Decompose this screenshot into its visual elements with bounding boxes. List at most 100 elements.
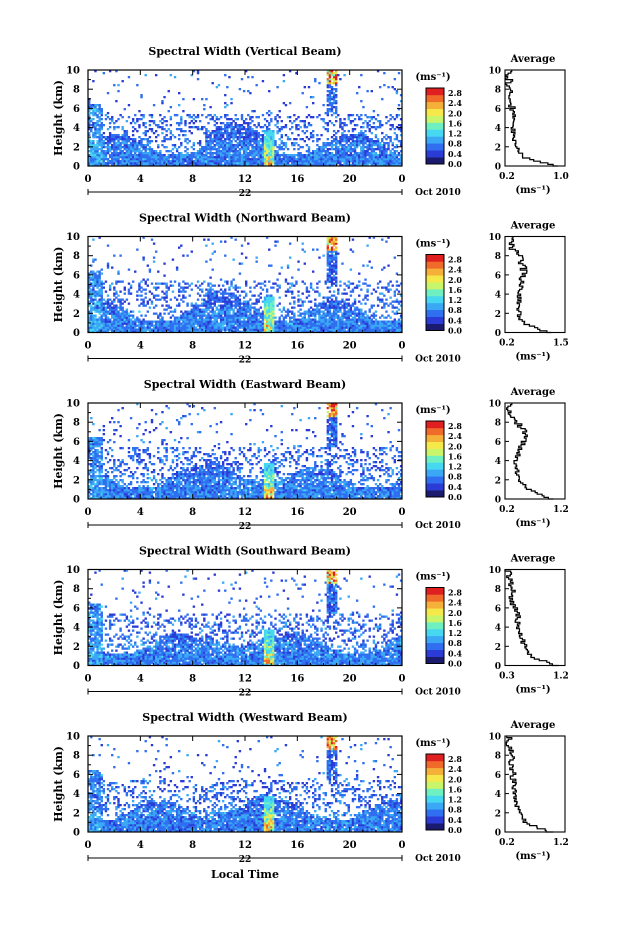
heatmap-cell: [268, 136, 271, 139]
avg-x-tick-label: 1.0: [553, 172, 569, 182]
heatmap-cell: [335, 156, 338, 159]
heatmap-cell: [337, 308, 340, 311]
heatmap-cell: [247, 322, 250, 325]
heatmap-cell: [293, 330, 296, 333]
heatmap-cell: [96, 120, 99, 123]
heatmap-cell: [385, 158, 388, 161]
heatmap-cell: [198, 304, 202, 307]
heatmap-cell: [360, 324, 363, 327]
heatmap-cell: [106, 138, 110, 141]
heatmap-cell: [295, 72, 298, 75]
heatmap-cell: [358, 152, 361, 155]
heatmap-cell: [353, 128, 357, 131]
heatmap-cell: [307, 316, 311, 319]
heatmap-cell: [355, 308, 359, 311]
heatmap-cell: [270, 318, 273, 321]
heatmap-cell: [192, 98, 196, 101]
heatmap-cell: [136, 144, 139, 147]
heatmap-cell: [113, 318, 116, 321]
heatmap-cell: [255, 324, 258, 327]
heatmap-cell: [268, 318, 271, 321]
heatmap-cell: [295, 162, 298, 165]
heatmap-cell: [140, 160, 143, 163]
heatmap-cell: [127, 288, 131, 291]
heatmap-cell: [148, 270, 152, 273]
heatmap-cell: [303, 310, 306, 313]
heatmap-cell: [123, 316, 126, 319]
heatmap-cell: [247, 152, 250, 155]
heatmap-cell: [242, 148, 246, 151]
heatmap-cell: [140, 164, 143, 167]
heatmap-cell: [90, 314, 93, 317]
heatmap-cell: [326, 84, 330, 87]
heatmap-cell: [157, 326, 160, 329]
heatmap-cell: [205, 302, 208, 305]
heatmap-cell: [305, 150, 309, 153]
heatmap-cell: [236, 312, 240, 315]
heatmap-cell: [192, 330, 196, 333]
heatmap-cell: [245, 306, 248, 309]
heatmap-cell: [358, 310, 361, 313]
heatmap-cell: [299, 120, 302, 123]
heatmap-cell: [108, 122, 112, 125]
heatmap-cell: [376, 156, 380, 159]
heatmap-cell: [234, 322, 237, 325]
heatmap-cell: [205, 164, 208, 167]
heatmap-cell: [100, 294, 103, 297]
heatmap-cell: [169, 154, 173, 157]
heatmap-cell: [284, 294, 288, 297]
heatmap-cell: [140, 302, 143, 305]
heatmap-cell: [104, 314, 108, 317]
heatmap-cell: [205, 314, 208, 317]
heatmap-cell: [154, 156, 158, 159]
heatmap-cell: [314, 164, 317, 167]
heatmap-cell: [90, 290, 93, 293]
heatmap-cell: [374, 144, 378, 147]
heatmap-cell: [335, 94, 338, 97]
heatmap-cell: [242, 316, 246, 319]
heatmap-cell: [297, 314, 300, 317]
heatmap-cell: [115, 142, 118, 145]
heatmap-cell: [94, 302, 97, 305]
heatmap-cell: [253, 134, 256, 137]
heatmap-cell: [309, 124, 313, 127]
heatmap-cell: [192, 162, 196, 165]
heatmap-cell: [127, 136, 131, 139]
heatmap-cell: [186, 162, 189, 165]
heatmap-cell: [245, 132, 248, 135]
heatmap-cell: [201, 290, 204, 293]
heatmap-cell: [326, 242, 330, 245]
heatmap-cell: [144, 156, 147, 159]
heatmap-cell: [211, 252, 214, 255]
heatmap-cell: [397, 108, 401, 111]
heatmap-cell: [326, 152, 330, 155]
heatmap-cell: [224, 302, 227, 305]
heatmap-cell: [119, 330, 122, 333]
heatmap-cell: [307, 164, 311, 167]
heatmap-cell: [299, 152, 302, 155]
heatmap-cell: [316, 322, 319, 325]
heatmap-cell: [291, 282, 294, 285]
heatmap-cell: [272, 136, 275, 139]
heatmap-cell: [169, 132, 173, 135]
heatmap-cell: [332, 304, 336, 307]
heatmap-cell: [343, 288, 346, 291]
heatmap-cell: [226, 148, 229, 151]
heatmap-cell: [207, 282, 210, 285]
heatmap-cell: [127, 146, 131, 149]
x-tick-label: 16: [290, 174, 304, 185]
heatmap-cell: [245, 130, 248, 133]
heatmap-cell: [232, 316, 235, 319]
heatmap-cell: [270, 148, 273, 151]
heatmap-cell: [182, 162, 185, 165]
heatmap-cell: [247, 300, 250, 303]
heatmap-cell: [355, 306, 359, 309]
heatmap-cell: [311, 116, 315, 119]
heatmap-cell: [351, 288, 355, 291]
heatmap-cell: [335, 150, 338, 153]
heatmap-cell: [236, 318, 240, 321]
heatmap-cell: [90, 320, 93, 323]
heatmap-cell: [146, 148, 149, 151]
heatmap-cell: [330, 86, 334, 89]
heatmap-cell: [230, 296, 233, 299]
